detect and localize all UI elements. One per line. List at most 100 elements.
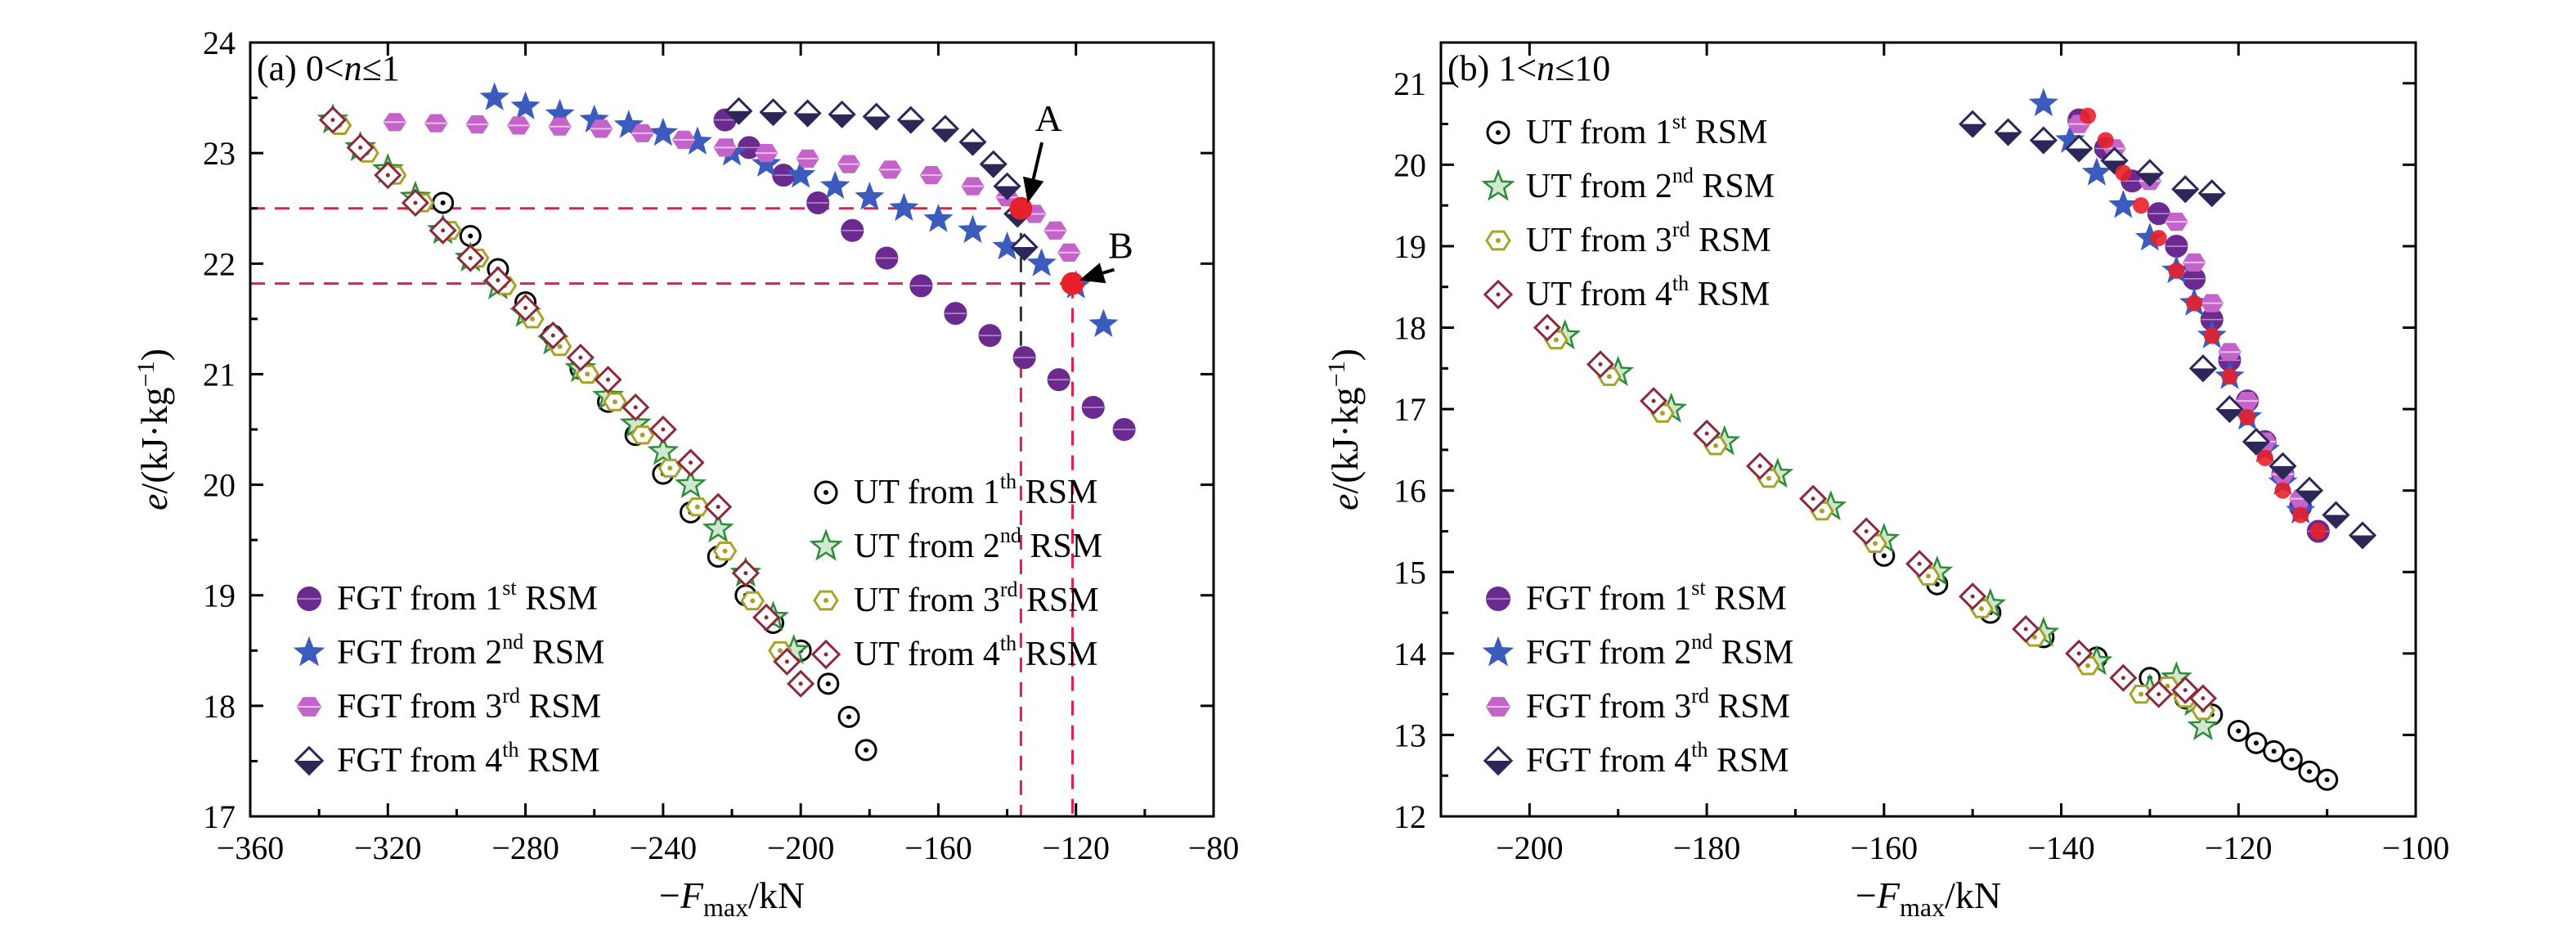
series-fgt-3 xyxy=(383,113,1081,262)
highlight-point xyxy=(2168,262,2185,279)
legend-label: FGT from 1st RSM xyxy=(337,576,598,618)
data-point xyxy=(510,91,541,119)
data-point xyxy=(2322,501,2350,529)
data-point xyxy=(725,97,753,125)
data-point xyxy=(875,246,899,270)
series-ut-3 xyxy=(327,115,792,660)
y-tick-label: 14 xyxy=(1393,636,1426,672)
data-point xyxy=(1081,395,1105,419)
legend-label-end: RSM xyxy=(520,688,601,726)
data-point xyxy=(2235,392,2260,411)
data-point xyxy=(855,182,885,210)
legend-label-end: RSM xyxy=(523,634,604,672)
legend-label-sup: st xyxy=(1672,110,1687,133)
data-point xyxy=(2135,159,2164,187)
legend-entry: FGT from 4th RSM xyxy=(294,738,600,780)
legend-label: UT from 3rd RSM xyxy=(854,578,1099,619)
data-point xyxy=(575,364,600,384)
legend-label-sup: th xyxy=(502,738,518,762)
legend-marker xyxy=(1483,279,1514,310)
x-tick-label: −280 xyxy=(491,829,559,866)
data-point xyxy=(631,124,654,142)
legend-label-base: UT from 2 xyxy=(854,528,1000,565)
legend-label-base: FGT from 1 xyxy=(337,580,502,618)
data-point xyxy=(456,244,485,272)
data-point xyxy=(613,110,644,138)
x-tick-label: −120 xyxy=(1042,829,1110,866)
data-point xyxy=(786,160,816,188)
highlight-point xyxy=(2309,523,2327,540)
data-point xyxy=(676,448,705,477)
legend-marker xyxy=(810,639,841,670)
data-point xyxy=(837,705,860,728)
data-point xyxy=(979,150,1008,178)
data-point xyxy=(759,98,788,127)
legend-marker xyxy=(297,587,321,611)
legend-marker xyxy=(1486,120,1510,145)
x-tick-label: −80 xyxy=(1188,829,1240,866)
legend-label-base: FGT from 2 xyxy=(337,634,502,672)
xlabel-prefix: − xyxy=(1856,874,1877,916)
data-point xyxy=(1994,118,2022,146)
x-tick-label: −360 xyxy=(217,829,285,866)
data-point xyxy=(1746,452,1775,480)
panel-label: (b) xyxy=(1447,48,1498,88)
x-tick-label: −100 xyxy=(2382,829,2450,866)
data-point xyxy=(507,116,531,135)
panel-condition-var: n xyxy=(344,48,362,88)
data-point xyxy=(594,366,622,394)
data-point xyxy=(401,188,430,218)
y-tick-label: 21 xyxy=(1393,65,1426,102)
highlight-point xyxy=(1009,196,1033,220)
data-point xyxy=(424,114,448,133)
legend-label-base: FGT from 4 xyxy=(337,742,502,780)
legend-entry: FGT from 1st RSM xyxy=(297,576,598,618)
data-point xyxy=(539,321,568,350)
data-point xyxy=(2188,684,2217,712)
highlight-point xyxy=(2186,294,2203,312)
data-point xyxy=(1533,313,1562,342)
legend-label-base: FGT from 3 xyxy=(1526,688,1691,726)
legend-label-sup: rd xyxy=(502,684,520,708)
legend-label: FGT from 3rd RSM xyxy=(1526,684,1790,726)
data-point xyxy=(2200,294,2224,312)
data-point xyxy=(740,591,765,611)
data-point xyxy=(318,106,348,134)
data-point xyxy=(657,458,683,478)
legend-label: FGT from 2nd RSM xyxy=(337,630,604,672)
data-point xyxy=(1026,248,1057,276)
data-point xyxy=(511,294,540,322)
data-point xyxy=(432,191,455,214)
y-tick-label: 16 xyxy=(1393,473,1426,510)
xlabel-suffix: /kN xyxy=(748,874,805,916)
legend-entry: UT from 4th RSM xyxy=(1483,272,1770,313)
legend-label: UT from 1th RSM xyxy=(854,470,1097,511)
legend-label: FGT from 4th RSM xyxy=(1526,738,1789,780)
legend-label-base: FGT from 3 xyxy=(337,688,502,726)
annotation: B xyxy=(1079,225,1133,284)
data-point xyxy=(738,136,761,160)
data-point xyxy=(713,138,737,157)
legend-label-sup: st xyxy=(502,576,517,600)
legend-label-end: RSM xyxy=(518,742,599,780)
annotation-label: A xyxy=(1034,97,1061,139)
legend-label-base: FGT from 1 xyxy=(1526,580,1691,618)
panel-condition-right: ≤10 xyxy=(1555,48,1610,88)
annotation: A xyxy=(1022,97,1062,203)
y-tick-label: 24 xyxy=(203,25,236,61)
xlabel-var: F xyxy=(680,874,704,916)
panel-b: −200 −180 −160 −140 −120 −1001213141516171819… xyxy=(1323,41,2450,922)
x-tick-label: −160 xyxy=(904,829,972,866)
data-point xyxy=(2081,157,2112,186)
data-point xyxy=(1693,419,1721,448)
data-point xyxy=(2348,521,2377,550)
data-point xyxy=(841,218,864,242)
legend-label-base: UT from 3 xyxy=(1526,222,1672,259)
data-point xyxy=(603,392,627,411)
data-point xyxy=(648,415,677,444)
series-ut-4 xyxy=(1533,313,2217,712)
data-point xyxy=(1088,308,1119,338)
legend-label: UT from 4th RSM xyxy=(854,632,1097,673)
